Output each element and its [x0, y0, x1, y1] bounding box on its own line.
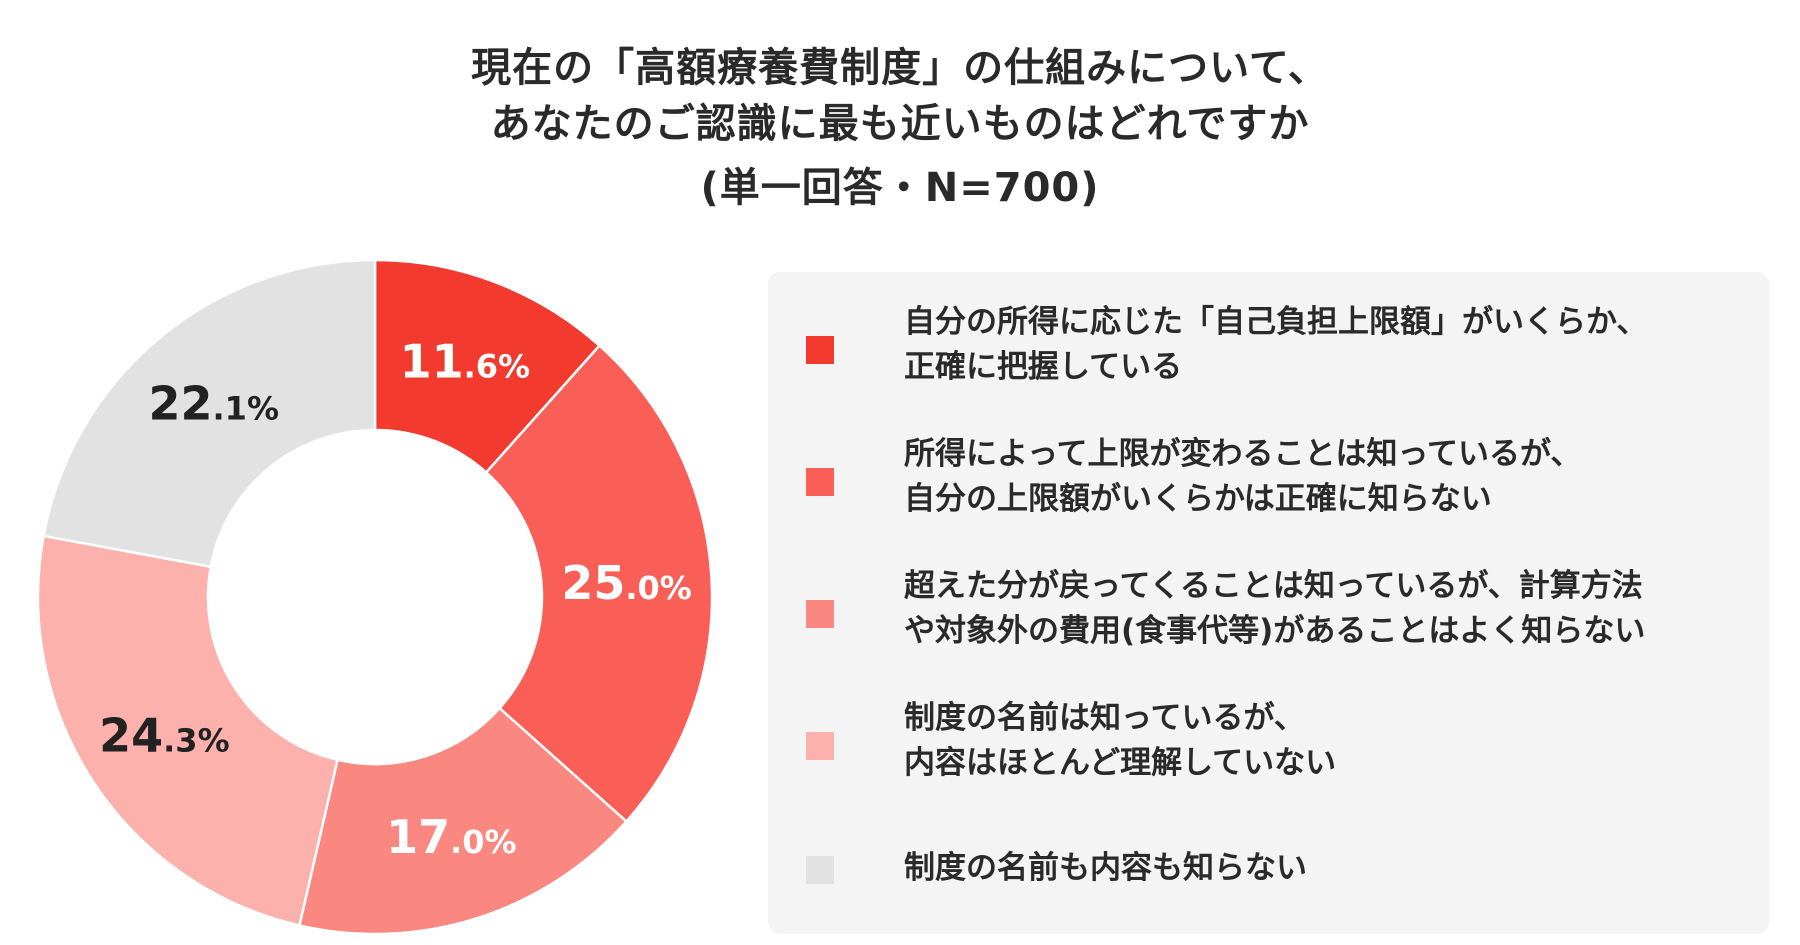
legend-label-4: 制度の名前は知っているが、 内容はほとんど理解していない	[904, 700, 1337, 781]
donut-slice-5	[42, 260, 377, 569]
chart-title-line-2: あなたのご認識に最も近いものはどれですか	[490, 101, 1310, 147]
legend-swatch-4	[806, 732, 834, 760]
legend-label-3: 超えた分が戻ってくることは知っているが、計算方法 や対象外の費用(食事代等)があ…	[904, 568, 1646, 649]
legend-label-5: 制度の名前も内容も知らない	[904, 850, 1307, 886]
slice-value-label-3: 17.0%	[386, 810, 516, 864]
donut-slice-4	[36, 534, 340, 927]
donut-slice-3	[297, 706, 629, 936]
legend-swatch-1	[806, 336, 834, 364]
legend-label-1: 自分の所得に応じた「自己負担上限額」がいくらか、 正確に把握している	[904, 304, 1648, 385]
donut-slice-1	[373, 260, 602, 475]
chart-subtitle: (単一回答・N=700)	[700, 165, 1100, 211]
slice-value-label-1: 11.6%	[400, 335, 531, 389]
slice-value-label-2: 25.0%	[561, 556, 692, 610]
legend-swatch-2	[806, 468, 834, 496]
chart-title: 現在の「高額療養費制度」の仕組みについて、 あなたのご認識に最も近いものはどれで…	[0, 40, 1800, 216]
chart-title-line-1: 現在の「高額療養費制度」の仕組みについて、	[471, 45, 1329, 91]
slice-value-label-4: 24.3%	[99, 708, 230, 762]
donut-slice-2	[484, 343, 714, 824]
donut-chart: 11.6% 25.0% 17.0% 24.3% 22.1%	[36, 260, 714, 936]
legend: 自分の所得に応じた「自己負担上限額」がいくらか、 正確に把握している 所得によっ…	[768, 272, 1769, 934]
slice-value-label-5: 22.1%	[149, 376, 280, 430]
legend-swatch-3	[806, 600, 834, 628]
legend-swatch-5	[806, 856, 834, 884]
legend-label-2: 所得によって上限が変わることは知っているが、 自分の上限額がいくらかは正確に知ら…	[904, 436, 1582, 517]
